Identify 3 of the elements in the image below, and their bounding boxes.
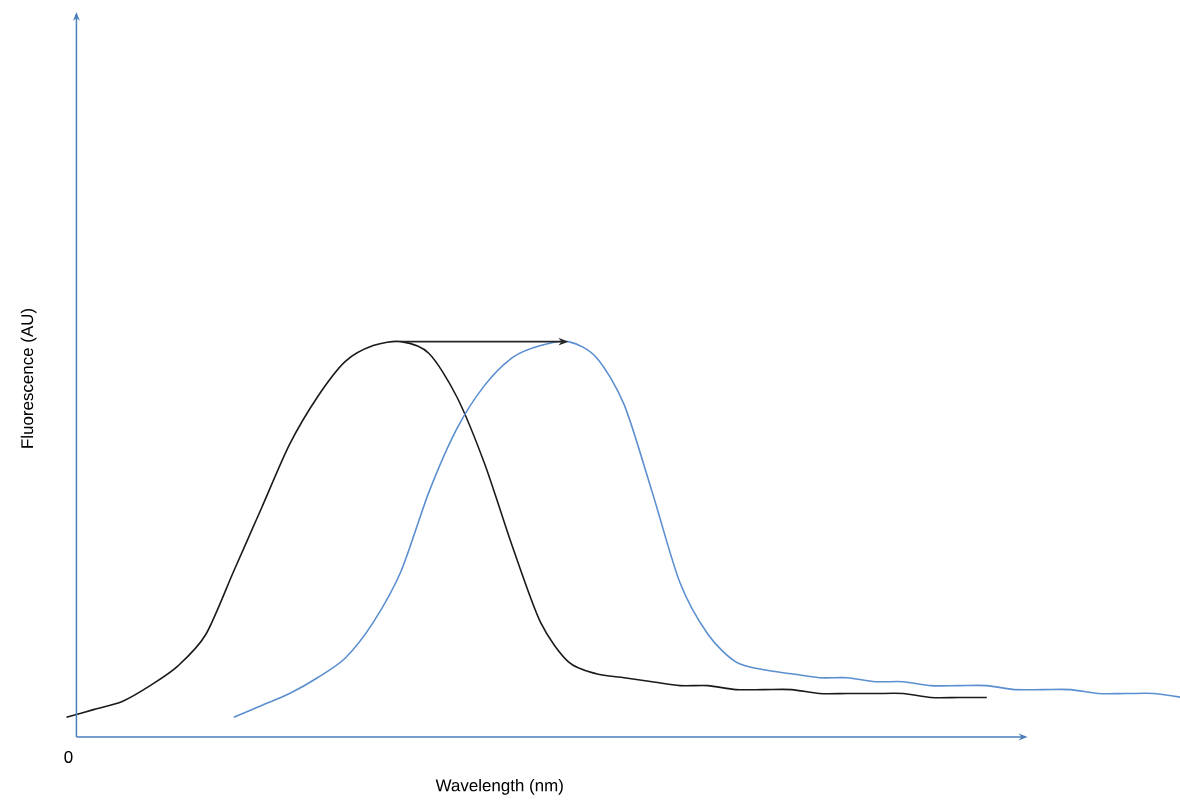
x-axis-title: Wavelength (nm) (435, 779, 563, 795)
y-axis-title: Fluorescence (AU) (20, 309, 37, 448)
text: 0 (64, 751, 73, 764)
